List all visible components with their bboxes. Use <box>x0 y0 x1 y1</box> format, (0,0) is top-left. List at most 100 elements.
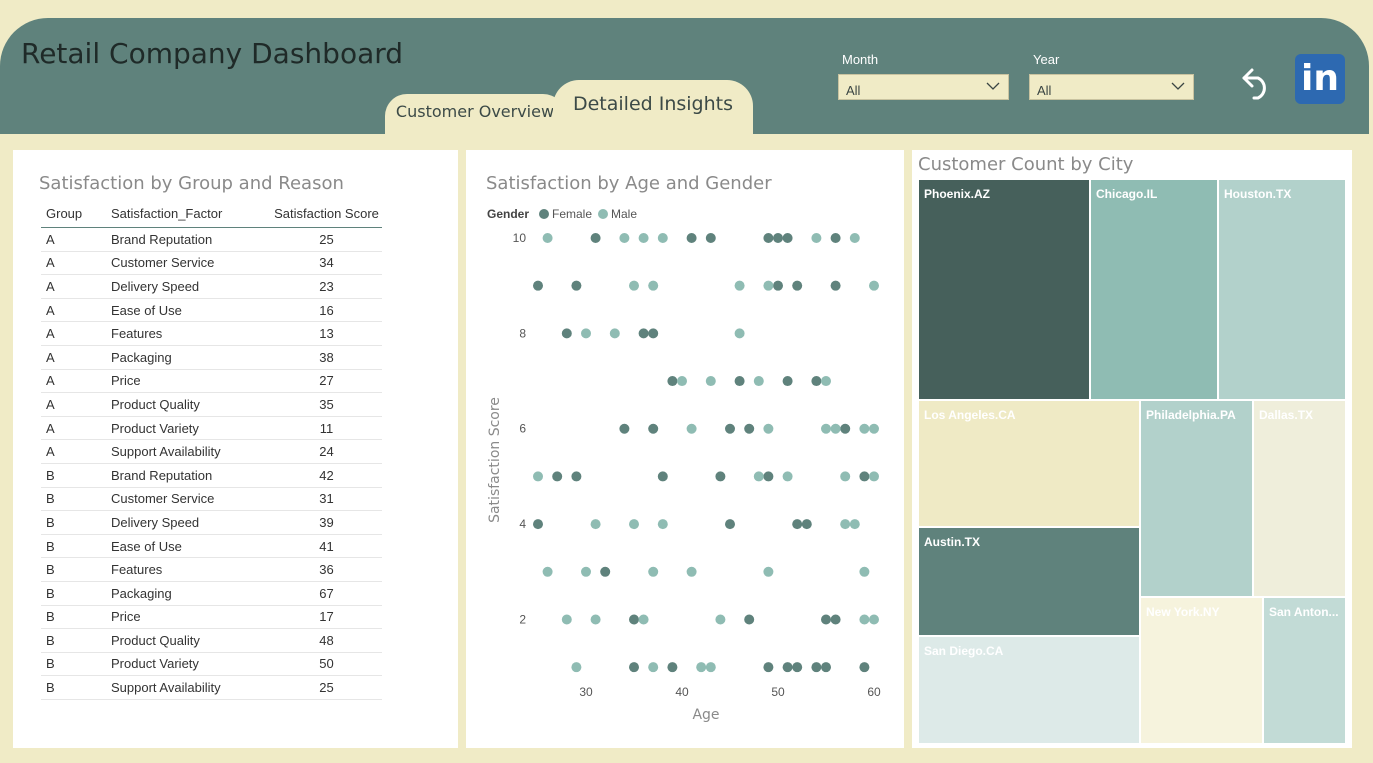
scatter-point-male[interactable] <box>849 519 860 530</box>
scatter-point-male[interactable] <box>648 566 659 577</box>
scatter-point-male[interactable] <box>715 614 726 625</box>
scatter-point-male[interactable] <box>619 233 630 243</box>
scatter-point-female[interactable] <box>744 423 755 434</box>
scatter-point-male[interactable] <box>696 662 707 673</box>
tab-customer-overview[interactable]: Customer Overview <box>385 94 565 136</box>
treemap-tile[interactable]: Chicago.IL <box>1090 179 1218 400</box>
scatter-point-female[interactable] <box>773 280 783 291</box>
scatter-point-male[interactable] <box>609 328 620 339</box>
table-row[interactable]: A Support Availability 24 <box>41 440 382 464</box>
scatter-point-female[interactable] <box>725 423 735 434</box>
scatter-point-male[interactable] <box>821 423 831 434</box>
scatter-point-male[interactable] <box>590 519 601 530</box>
scatter-point-female[interactable] <box>629 662 639 673</box>
scatter-point-male[interactable] <box>657 233 668 243</box>
scatter-point-male[interactable] <box>763 566 774 577</box>
scatter-point-male[interactable] <box>821 376 831 387</box>
table-row[interactable]: B Support Availability 25 <box>41 676 382 700</box>
legend-item-male[interactable]: Male <box>598 207 637 221</box>
scatter-point-male[interactable] <box>542 233 553 243</box>
scatter-point-female[interactable] <box>840 423 851 434</box>
table-row[interactable]: A Delivery Speed 23 <box>41 275 382 299</box>
treemap-tile[interactable]: Houston.TX <box>1218 179 1346 400</box>
table-row[interactable]: A Price 27 <box>41 370 382 394</box>
table-row[interactable]: A Features 13 <box>41 322 382 346</box>
scatter-point-male[interactable] <box>734 280 745 291</box>
table-row[interactable]: B Brand Reputation 42 <box>41 464 382 488</box>
scatter-point-female[interactable] <box>782 376 793 387</box>
treemap-tile[interactable]: Austin.TX <box>918 527 1140 636</box>
scatter-point-male[interactable] <box>571 662 582 673</box>
scatter-point-male[interactable] <box>629 519 639 530</box>
scatter-point-male[interactable] <box>705 376 716 387</box>
treemap-tile[interactable]: New York.NY <box>1140 597 1263 744</box>
scatter-point-female[interactable] <box>859 662 870 673</box>
scatter-point-female[interactable] <box>830 280 841 291</box>
scatter-point-female[interactable] <box>629 614 639 625</box>
table-row[interactable]: A Customer Service 34 <box>41 252 382 276</box>
scatter-point-female[interactable] <box>657 471 668 482</box>
scatter-point-male[interactable] <box>859 423 870 434</box>
column-header-group[interactable]: Group <box>46 206 83 221</box>
scatter-point-female[interactable] <box>763 233 774 243</box>
scatter-point-female[interactable] <box>830 614 841 625</box>
treemap-tile[interactable]: Philadelphia.PA <box>1140 400 1253 597</box>
scatter-point-male[interactable] <box>830 423 841 434</box>
scatter-point-female[interactable] <box>552 471 563 482</box>
scatter-point-male[interactable] <box>840 519 851 530</box>
scatter-point-male[interactable] <box>590 614 601 625</box>
table-row[interactable]: B Product Quality 48 <box>41 629 382 653</box>
scatter-point-female[interactable] <box>571 280 582 291</box>
scatter-point-male[interactable] <box>533 471 543 482</box>
table-row[interactable]: B Features 36 <box>41 558 382 582</box>
scatter-point-male[interactable] <box>840 471 851 482</box>
scatter-point-female[interactable] <box>600 566 611 577</box>
scatter-point-female[interactable] <box>801 519 812 530</box>
table-row[interactable]: B Product Variety 50 <box>41 653 382 677</box>
scatter-point-female[interactable] <box>725 519 735 530</box>
table-row[interactable]: A Product Variety 11 <box>41 417 382 441</box>
scatter-point-male[interactable] <box>638 614 649 625</box>
table-row[interactable]: B Price 17 <box>41 606 382 630</box>
scatter-point-male[interactable] <box>849 233 860 243</box>
scatter-point-female[interactable] <box>811 376 822 387</box>
scatter-point-female[interactable] <box>811 662 822 673</box>
table-row[interactable]: A Product Quality 35 <box>41 393 382 417</box>
scatter-point-female[interactable] <box>571 471 582 482</box>
table-row[interactable]: A Ease of Use 16 <box>41 299 382 323</box>
treemap-tile[interactable]: San Diego.CA <box>918 636 1140 744</box>
scatter-point-male[interactable] <box>763 423 774 434</box>
scatter-point-female[interactable] <box>859 471 870 482</box>
scatter-point-male[interactable] <box>629 280 639 291</box>
scatter-point-male[interactable] <box>581 328 591 339</box>
scatter-point-female[interactable] <box>763 471 774 482</box>
linkedin-icon[interactable]: in <box>1295 54 1345 104</box>
scatter-point-female[interactable] <box>782 662 793 673</box>
scatter-point-male[interactable] <box>638 233 649 243</box>
scatter-point-female[interactable] <box>561 328 572 339</box>
treemap-tile[interactable]: Phoenix.AZ <box>918 179 1090 400</box>
table-row[interactable]: B Ease of Use 41 <box>41 535 382 559</box>
column-header-factor[interactable]: Satisfaction_Factor <box>111 206 223 221</box>
scatter-point-male[interactable] <box>763 280 774 291</box>
treemap-tile[interactable]: Dallas.TX <box>1253 400 1346 597</box>
scatter-point-female[interactable] <box>590 233 601 243</box>
scatter-point-female[interactable] <box>705 233 716 243</box>
scatter-point-male[interactable] <box>869 280 879 291</box>
scatter-point-male[interactable] <box>581 566 591 577</box>
scatter-point-male[interactable] <box>686 423 697 434</box>
table-row[interactable]: B Customer Service 31 <box>41 488 382 512</box>
scatter-point-female[interactable] <box>667 376 678 387</box>
table-row[interactable]: B Delivery Speed 39 <box>41 511 382 535</box>
scatter-point-male[interactable] <box>686 566 697 577</box>
scatter-point-female[interactable] <box>686 233 697 243</box>
scatter-point-male[interactable] <box>734 328 745 339</box>
scatter-point-female[interactable] <box>619 423 630 434</box>
scatter-point-female[interactable] <box>638 328 649 339</box>
scatter-point-female[interactable] <box>648 423 659 434</box>
scatter-point-female[interactable] <box>830 233 841 243</box>
scatter-point-male[interactable] <box>782 471 793 482</box>
scatter-point-male[interactable] <box>811 233 822 243</box>
scatter-point-female[interactable] <box>734 376 745 387</box>
month-dropdown[interactable]: All <box>838 74 1009 100</box>
